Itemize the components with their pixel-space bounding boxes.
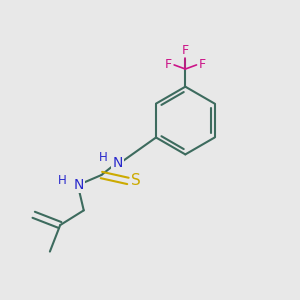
Text: N: N — [73, 178, 84, 192]
Text: H: H — [58, 174, 67, 188]
Text: S: S — [131, 173, 141, 188]
Text: N: N — [112, 156, 123, 170]
Text: F: F — [165, 58, 172, 71]
Text: H: H — [98, 152, 107, 164]
Text: F: F — [199, 58, 206, 71]
Text: F: F — [182, 44, 189, 57]
